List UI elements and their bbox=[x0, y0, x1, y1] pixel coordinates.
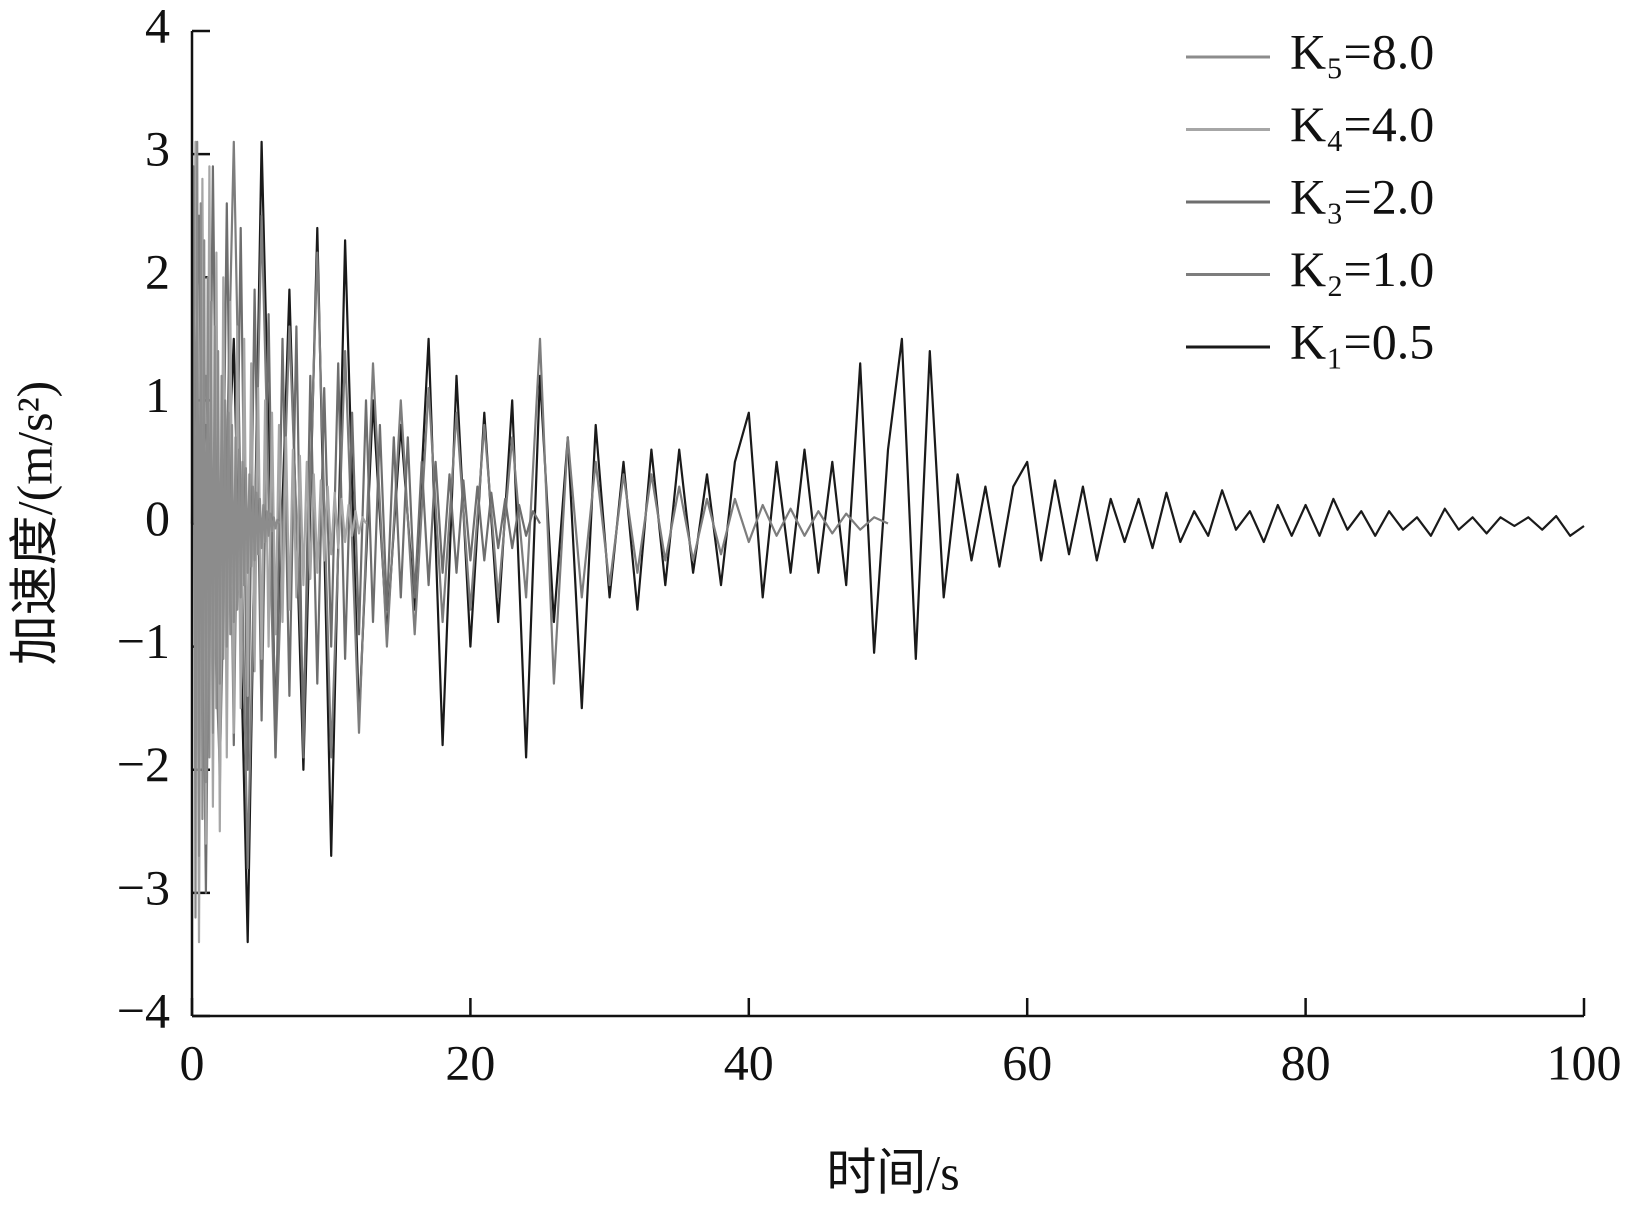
y-tick-label: 4 bbox=[145, 0, 170, 53]
y-tick-label: 3 bbox=[145, 121, 170, 177]
y-tick-label: 2 bbox=[145, 244, 170, 300]
y-tick-label: 0 bbox=[145, 490, 170, 546]
legend-label: K₁=0.5 bbox=[1290, 313, 1434, 369]
y-tick-label: −3 bbox=[117, 859, 170, 915]
legend-label: K₂=1.0 bbox=[1290, 241, 1434, 297]
x-tick-label: 20 bbox=[445, 1034, 495, 1090]
y-tick-label: −2 bbox=[117, 736, 170, 792]
y-tick-label: −1 bbox=[117, 613, 170, 669]
legend-label: K₃=2.0 bbox=[1290, 168, 1434, 224]
line bbox=[190, 140, 1585, 944]
x-tick-label: 40 bbox=[724, 1034, 774, 1090]
x-tick-label: 100 bbox=[1547, 1034, 1622, 1090]
legend-label: K₅=8.0 bbox=[1290, 23, 1434, 79]
x-tick-label: 60 bbox=[1002, 1034, 1052, 1090]
line bbox=[190, 140, 280, 919]
legend-label: K₄=4.0 bbox=[1290, 96, 1434, 152]
line bbox=[190, 140, 889, 870]
x-tick-label: 80 bbox=[1281, 1034, 1331, 1090]
x-axis-title: 时间/s bbox=[826, 1144, 959, 1200]
x-tick-label: 0 bbox=[180, 1034, 205, 1090]
y-axis-title: 加速度/(m/s²) bbox=[6, 381, 62, 665]
line bbox=[190, 165, 541, 894]
y-tick-label: −4 bbox=[117, 982, 170, 1038]
y-tick-label: 1 bbox=[145, 367, 170, 423]
